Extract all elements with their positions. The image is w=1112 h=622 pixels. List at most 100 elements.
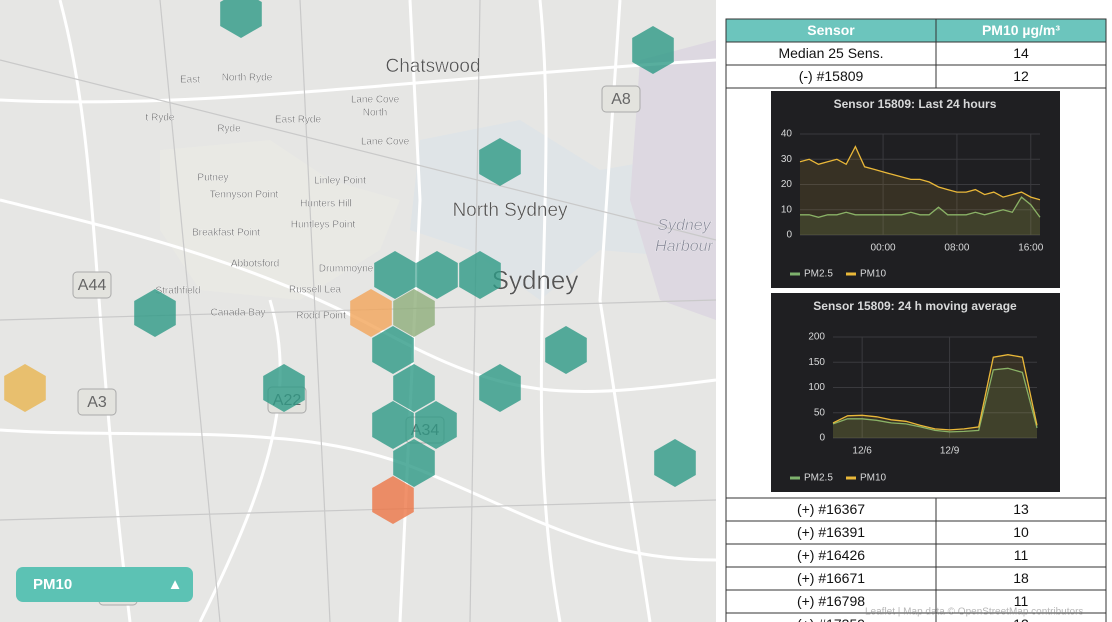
chart-panel [771, 293, 1060, 492]
series-area [833, 354, 1037, 438]
place-label: North Ryde [222, 73, 273, 84]
place-label: Drummoyne [319, 264, 374, 275]
sensor-hexagon [479, 364, 521, 412]
y-tick-label: 200 [808, 332, 825, 343]
place-label: Hunters Hill [300, 199, 352, 210]
table-text: (+) #17359 [797, 616, 865, 622]
y-tick-label: 10 [781, 204, 793, 215]
table-text: PM10 µg/m³ [982, 22, 1060, 38]
sensor-hexagon [393, 439, 435, 487]
table-text: 12 [1013, 68, 1029, 84]
place-label: t Ryde [146, 113, 175, 124]
table-text: (-) #15809 [799, 68, 864, 84]
series-area [800, 146, 1040, 235]
road-shield [601, 85, 641, 113]
land-patch [630, 40, 716, 320]
y-tick-label: 150 [808, 357, 825, 368]
place-label: Putney [197, 173, 228, 184]
sensor-hexagon [479, 138, 521, 186]
y-tick-label: 0 [819, 433, 825, 444]
sensor-hexagon [263, 364, 305, 412]
y-tick-label: 0 [786, 230, 792, 241]
table-text: (+) #16426 [797, 547, 865, 563]
legend-label: PM10 [860, 269, 887, 280]
road-shield [77, 388, 117, 416]
sensor-hexagon [4, 364, 46, 412]
table-text: (+) #16391 [797, 524, 865, 540]
place-label: Ryde [217, 124, 241, 135]
sensor-hexagon [415, 401, 457, 449]
place-label: Chatswood [385, 56, 480, 77]
y-tick-label: 30 [781, 154, 793, 165]
sensor-hexagon [654, 439, 696, 487]
road-shield-label: A8 [611, 91, 631, 108]
place-label: Sydney [657, 217, 711, 234]
x-tick-label: 12/9 [940, 446, 960, 457]
place-label: Lane Cove [351, 95, 400, 106]
place-label: Tennyson Point [210, 190, 279, 201]
place-label: Russell Lea [289, 285, 342, 296]
place-label: North Sydney [452, 200, 568, 221]
series-line [832, 354, 1038, 431]
series-area [833, 368, 1037, 438]
attribution: Leaflet | Map data © OpenStreetMap contr… [865, 607, 1083, 618]
place-label: North [363, 108, 387, 119]
minor-roads [0, 0, 717, 622]
sensor-hexagon [372, 476, 414, 524]
sensor-hexagon [393, 289, 435, 337]
control-icon[interactable]: ▲ [168, 576, 183, 593]
chart-panel [771, 91, 1060, 288]
place-label: East Ryde [275, 115, 322, 126]
x-tick-label: 16:00 [1018, 243, 1043, 254]
place-label: Lane Cove [361, 137, 410, 148]
place-label: Canada Bay [210, 308, 265, 319]
x-tick-label: 12/6 [852, 446, 872, 457]
place-label: Harbour [655, 238, 713, 255]
table-text: Median 25 Sens. [778, 45, 883, 61]
place-label: Rodd Point [296, 311, 346, 322]
control-label[interactable]: PM10 [33, 576, 72, 593]
x-tick-label: 00:00 [871, 243, 896, 254]
place-label: Linley Point [314, 176, 366, 187]
legend-label: PM10 [860, 473, 887, 484]
table-text: 18 [1013, 570, 1029, 586]
series-line [800, 196, 1041, 218]
place-label: Abbotsford [231, 259, 279, 270]
table-text: Sensor [807, 22, 855, 38]
table-text: 11 [1014, 593, 1029, 609]
road-shield-label: A3 [87, 394, 107, 411]
table-text: 14 [1013, 45, 1029, 61]
table-text: 12 [1013, 616, 1029, 622]
series-area [800, 197, 1040, 235]
table-text: (+) #16671 [797, 570, 865, 586]
series-line [799, 145, 1041, 201]
sensor-hexagon [372, 326, 414, 374]
sensor-hexagon [220, 0, 262, 38]
sensor-hexagon [393, 364, 435, 412]
place-label: Strathfield [155, 286, 200, 297]
sensor-hexagon [416, 251, 458, 299]
sensor-hexagon [459, 251, 501, 299]
y-tick-label: 40 [781, 129, 793, 140]
pollutant-control[interactable] [16, 567, 193, 602]
legend-label: PM2.5 [804, 473, 833, 484]
table-text: 10 [1013, 524, 1029, 540]
table-text: (+) #16367 [797, 501, 865, 517]
chart-title: Sensor 15809: 24 h moving average [813, 299, 1017, 313]
table-text: 13 [1013, 501, 1029, 517]
sensor-hexagon [545, 326, 587, 374]
place-label: Huntleys Point [291, 220, 356, 231]
road-shield-label: A44 [78, 277, 107, 294]
place-label: East [180, 75, 200, 86]
sensor-hexagon [374, 251, 416, 299]
table-text: (+) #16798 [797, 593, 865, 609]
legend-label: PM2.5 [804, 269, 833, 280]
y-tick-label: 50 [814, 407, 826, 418]
sensor-hexagon [632, 26, 674, 74]
x-tick-label: 08:00 [944, 243, 969, 254]
road-shield [72, 271, 112, 299]
sensor-hexagon [350, 289, 392, 337]
table-cell [935, 612, 1107, 622]
